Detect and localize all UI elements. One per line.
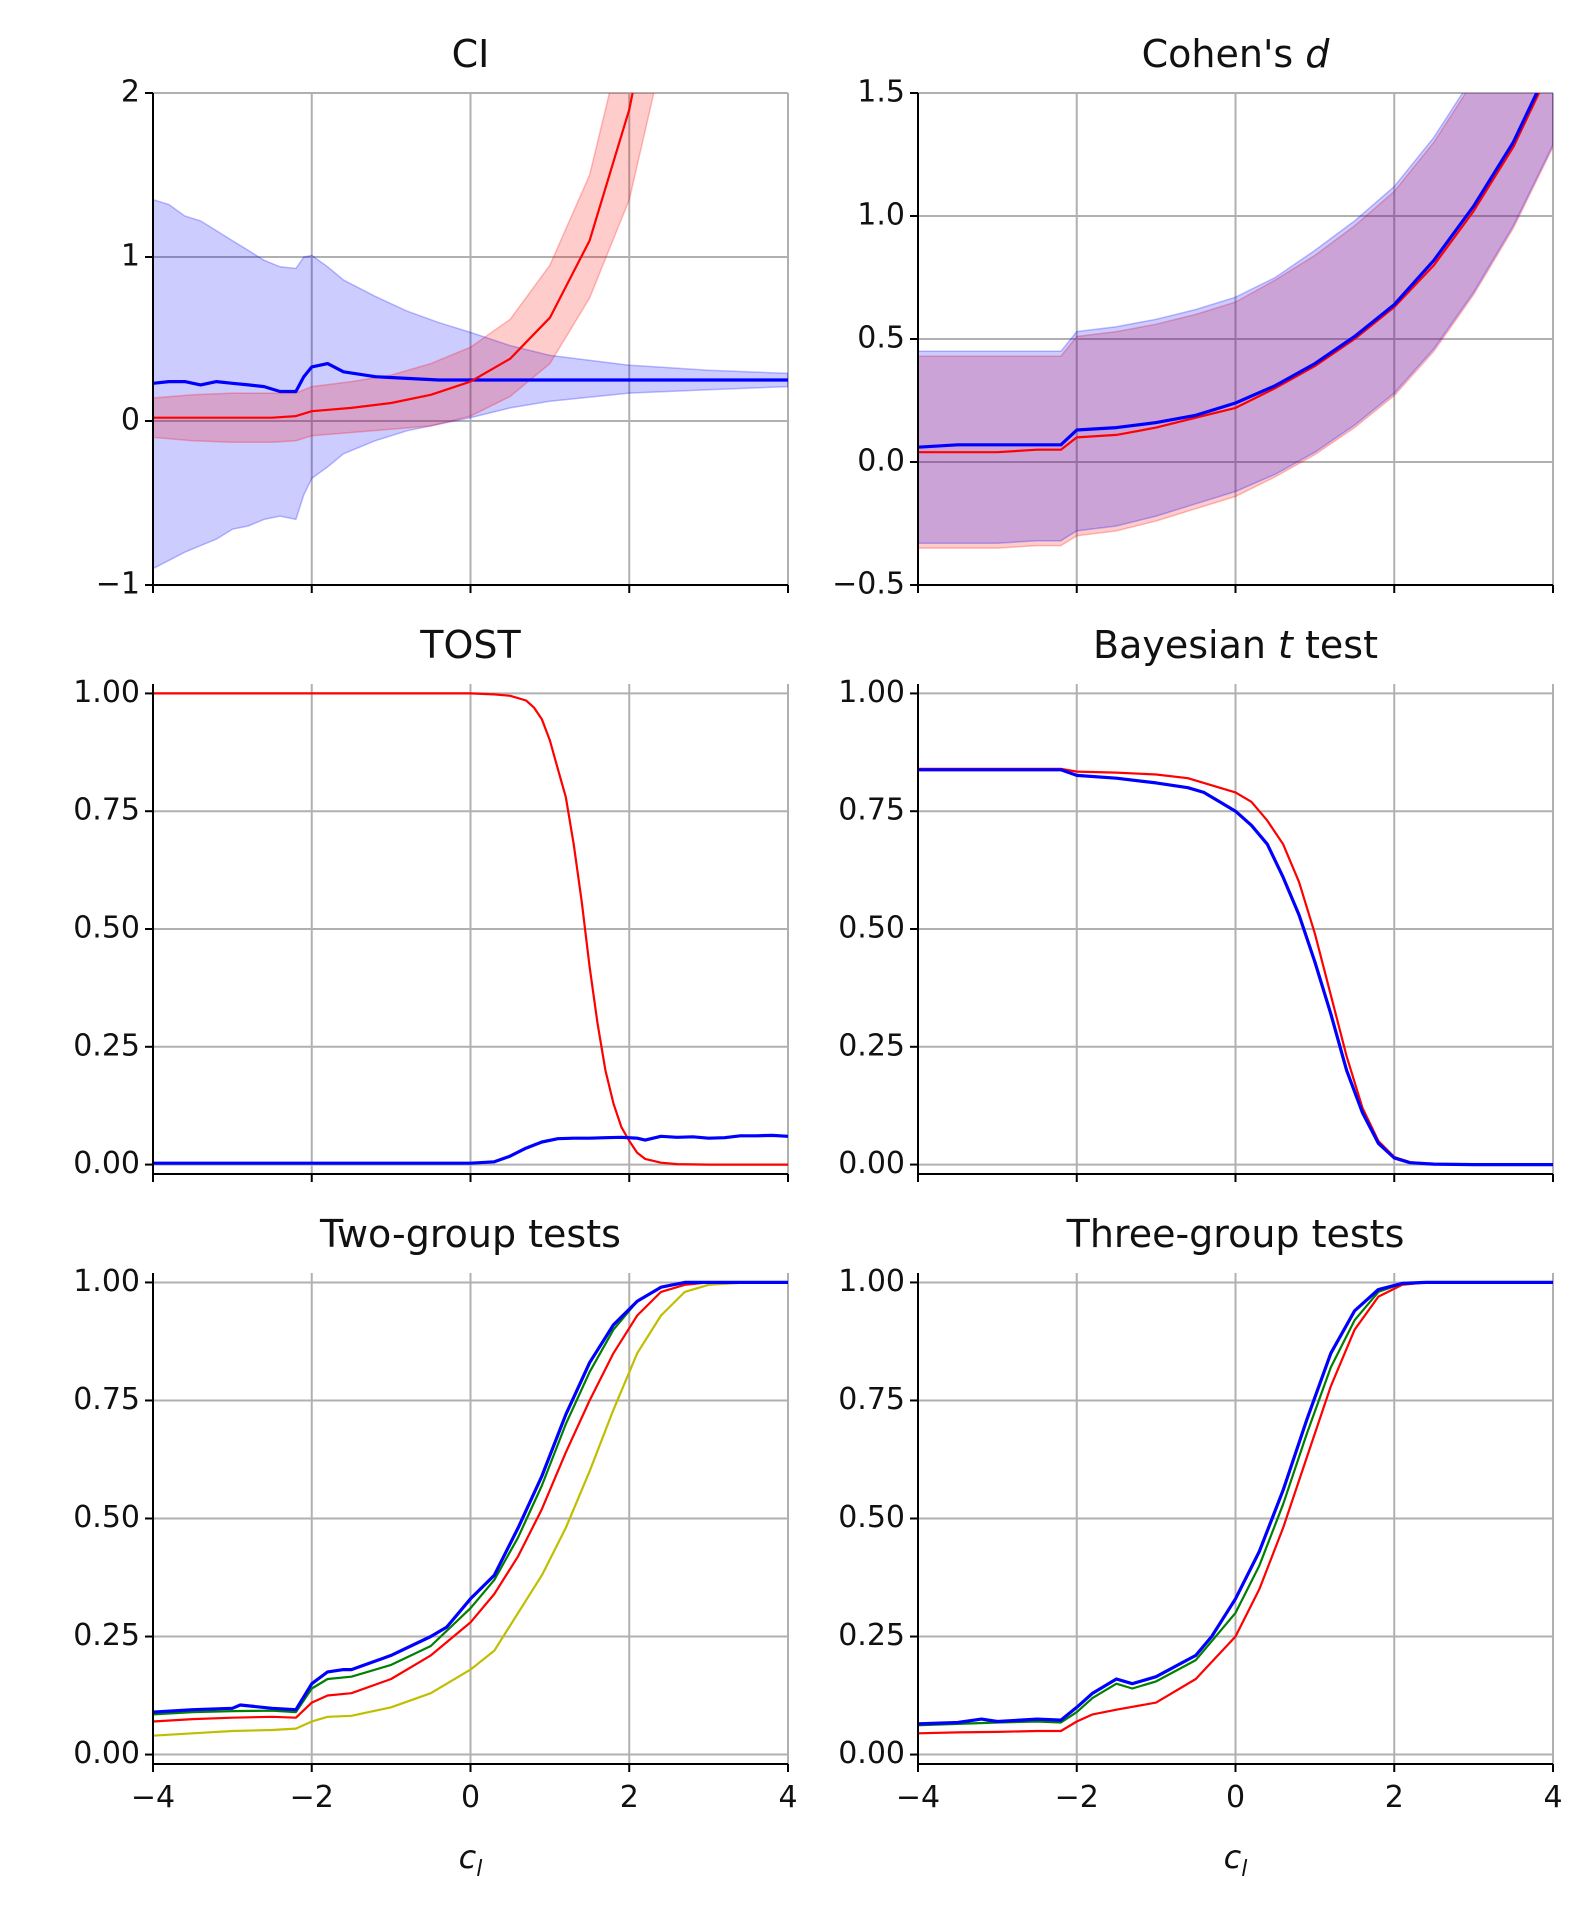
- chart-panel-2: −0.5 0.0 0.5 1.0 1.5 Cohen's d: [832, 32, 1554, 602]
- y-tick-label: 0: [121, 403, 140, 438]
- x-axis-label: cl: [1224, 1838, 1248, 1882]
- y-tick-label: 0.75: [838, 793, 905, 828]
- plot-area: [153, 1280, 788, 1737]
- chart-title: Cohen's d: [1142, 32, 1331, 76]
- chart-panel-4: 0.00 0.25 0.50 0.75 1.00 Bayesian t test: [838, 623, 1554, 1182]
- chart-title: TOST: [419, 623, 521, 667]
- series-line-1: [918, 93, 1541, 454]
- series-line-2: [153, 1281, 788, 1723]
- y-tick-label: 0.00: [838, 1146, 905, 1181]
- series-line-1: [153, 362, 788, 394]
- series-line-2: [918, 768, 1553, 1167]
- series-line-3: [918, 1280, 1553, 1726]
- chart-title-part: t: [1278, 623, 1295, 667]
- plot-area: [918, 767, 1553, 1167]
- x-tick-label: −4: [896, 1780, 940, 1815]
- chart-panel-6: 0.00 0.25 0.50 0.75 1.00 −4 −2 0 2 4 Three-group t…: [838, 1212, 1562, 1882]
- chart-title: Bayesian t test: [1093, 623, 1378, 667]
- y-tick-label: 1.0: [857, 198, 905, 233]
- plot-area: [918, 1280, 1553, 1735]
- series-line-2: [153, 1133, 788, 1165]
- y-tick-label: 0.25: [73, 1618, 140, 1653]
- y-tick-label: 1.00: [73, 1264, 140, 1299]
- confidence-band-1: [153, 198, 788, 570]
- y-tick-label: 0.25: [73, 1028, 140, 1063]
- series-line-2: [153, 93, 634, 419]
- x-axis-label-subscript: l: [476, 1857, 482, 1882]
- x-axis-label-main: c: [1224, 1838, 1242, 1876]
- plot-area: [153, 692, 788, 1166]
- y-tick-label: −1: [96, 567, 140, 602]
- y-tick-label: 1.00: [73, 675, 140, 710]
- series-line-1: [153, 1281, 788, 1737]
- y-tick-label: 0.00: [73, 1736, 140, 1771]
- series-line-2: [918, 93, 1539, 449]
- y-tick-label: 0.5: [857, 321, 905, 356]
- y-tick-label: 0.0: [857, 444, 905, 479]
- y-tick-label: 0.00: [73, 1146, 140, 1181]
- confidence-band-2: [153, 93, 655, 444]
- chart-title-part: d: [1305, 32, 1330, 76]
- y-tick-label: 0.75: [73, 1382, 140, 1417]
- chart-panel-1: −1 0 1 2 CI: [96, 32, 789, 602]
- chart-panel-3: 0.00 0.25 0.50 0.75 1.00 TOST: [73, 623, 789, 1182]
- x-tick-label: 2: [620, 1780, 639, 1815]
- y-tick-label: 0.00: [838, 1736, 905, 1771]
- x-axis-label-main: c: [459, 1838, 477, 1876]
- x-tick-label: −2: [1055, 1780, 1099, 1815]
- y-tick-label: 0.75: [838, 1382, 905, 1417]
- x-tick-label: 4: [778, 1780, 797, 1815]
- series-line-4: [153, 1280, 788, 1714]
- y-tick-label: 0.25: [838, 1028, 905, 1063]
- x-tick-label: 0: [1226, 1780, 1245, 1815]
- series-line-1: [918, 1281, 1553, 1735]
- chart-title: Three-group tests: [1066, 1212, 1405, 1256]
- chart-title-part: Bayesian: [1093, 623, 1278, 667]
- y-tick-label: 0.50: [838, 1500, 905, 1535]
- x-tick-label: −4: [131, 1780, 175, 1815]
- y-tick-label: −0.5: [832, 567, 905, 602]
- x-axis-label-subscript: l: [1241, 1857, 1247, 1882]
- chart-panel-5: 0.00 0.25 0.50 0.75 1.00 −4 −2 0 2 4 Two-group tes…: [73, 1212, 797, 1882]
- y-tick-label: 1: [121, 239, 140, 274]
- y-tick-label: 0.75: [73, 793, 140, 828]
- y-tick-label: 1.00: [838, 675, 905, 710]
- y-tick-label: 0.50: [838, 911, 905, 946]
- x-tick-label: 2: [1385, 1780, 1404, 1815]
- y-tick-label: 1.5: [857, 75, 905, 110]
- x-tick-label: 0: [461, 1780, 480, 1815]
- chart-title: CI: [452, 32, 490, 76]
- y-tick-label: 0.50: [73, 1500, 140, 1535]
- chart-title-part: test: [1293, 623, 1378, 667]
- y-tick-label: 2: [121, 75, 140, 110]
- confidence-band-1: [918, 93, 1553, 549]
- plot-area: [918, 93, 1553, 549]
- plot-area: [153, 93, 788, 570]
- series-line-1: [153, 692, 788, 1166]
- y-tick-label: 0.25: [838, 1618, 905, 1653]
- x-tick-label: 4: [1543, 1780, 1562, 1815]
- chart-title-part: Cohen's: [1142, 32, 1306, 76]
- y-tick-label: 0.50: [73, 911, 140, 946]
- x-axis-label: cl: [459, 1838, 483, 1882]
- y-tick-label: 1.00: [838, 1264, 905, 1299]
- x-tick-label: −2: [290, 1780, 334, 1815]
- chart-title: Two-group tests: [319, 1212, 621, 1256]
